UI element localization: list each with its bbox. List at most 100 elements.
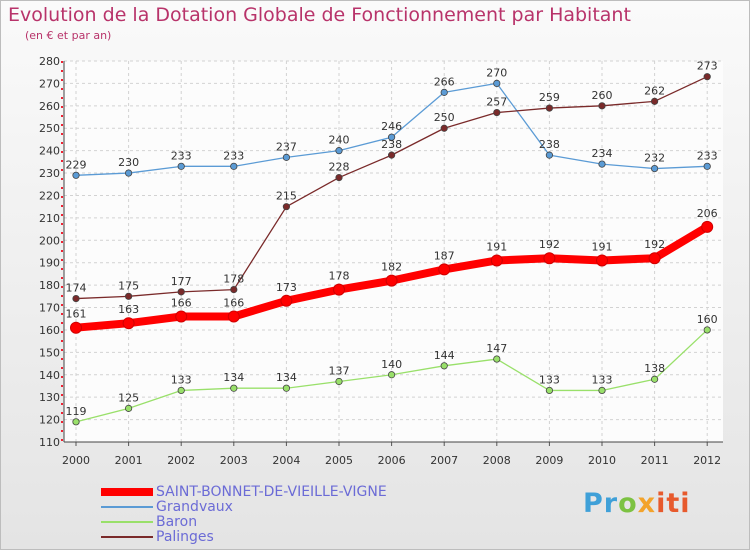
- data-label: 215: [276, 190, 297, 203]
- data-point: [125, 169, 133, 177]
- data-point: [230, 162, 238, 170]
- x-tick-label: 2000: [62, 454, 90, 467]
- legend-label: Grandvaux: [156, 499, 233, 515]
- data-point: [598, 386, 606, 395]
- data-label: 238: [539, 138, 560, 151]
- x-tick-label: 2006: [378, 454, 406, 467]
- data-point: [440, 88, 448, 96]
- y-tick-label: 260: [39, 100, 60, 113]
- y-tick-label: 270: [39, 77, 60, 90]
- chart-title: Evolution de la Dotation Globale de Fonc…: [8, 4, 631, 26]
- data-point: [438, 263, 451, 276]
- data-label: 191: [592, 240, 613, 253]
- data-point: [545, 151, 554, 159]
- data-point: [387, 151, 396, 159]
- data-label: 229: [66, 158, 87, 171]
- x-tick-label: 2008: [483, 454, 511, 467]
- data-label: 134: [276, 371, 297, 384]
- proxiti-logo: Proxiti: [583, 488, 691, 519]
- y-tick-label: 240: [39, 145, 60, 158]
- y-tick-label: 110: [39, 436, 60, 449]
- x-tick-label: 2009: [535, 454, 563, 467]
- data-point: [650, 375, 659, 383]
- data-label: 238: [381, 138, 402, 151]
- legend-swatch: [101, 521, 153, 523]
- legend-label: Palinges: [156, 529, 214, 545]
- data-point: [230, 285, 238, 294]
- data-label: 174: [66, 282, 87, 295]
- plot-area: [64, 61, 723, 442]
- data-label: 206: [697, 207, 718, 220]
- data-label: 233: [223, 149, 244, 162]
- data-point: [282, 203, 290, 211]
- x-tick-label: 2011: [641, 454, 669, 467]
- x-tick-label: 2003: [220, 454, 248, 467]
- data-label: 192: [644, 238, 665, 251]
- data-label: 166: [223, 296, 244, 309]
- data-point: [387, 371, 396, 379]
- data-point: [703, 73, 711, 81]
- y-tick-label: 280: [39, 55, 60, 68]
- y-tick-label: 230: [39, 167, 60, 180]
- data-label: 240: [329, 134, 350, 147]
- data-label: 147: [486, 342, 507, 355]
- data-label: 233: [171, 149, 192, 162]
- data-point: [125, 404, 133, 412]
- y-tick-label: 150: [39, 346, 60, 359]
- x-tick-label: 2007: [430, 454, 458, 467]
- y-tick-label: 130: [39, 391, 60, 404]
- y-tick-label: 120: [39, 414, 60, 427]
- data-label: 187: [434, 249, 455, 262]
- data-label: 266: [434, 75, 455, 88]
- data-point: [227, 310, 240, 323]
- data-point: [333, 283, 345, 296]
- data-label: 192: [539, 238, 560, 251]
- data-label: 166: [171, 296, 192, 309]
- data-point: [335, 173, 343, 182]
- legend-swatch: [101, 506, 153, 508]
- data-label: 161: [66, 308, 87, 321]
- data-label: 232: [644, 152, 665, 165]
- x-tick-label: 2005: [325, 454, 353, 467]
- data-point: [72, 418, 80, 426]
- x-tick-label: 2001: [115, 454, 143, 467]
- legend-label: SAINT-BONNET-DE-VIEILLE-VIGNE: [156, 484, 387, 500]
- data-label: 262: [644, 84, 665, 97]
- y-tick-label: 200: [39, 234, 60, 247]
- data-label: 119: [66, 405, 87, 418]
- data-point: [493, 79, 501, 88]
- data-point: [72, 294, 80, 303]
- y-tick-label: 210: [39, 212, 60, 225]
- data-point: [282, 384, 290, 392]
- data-point: [598, 160, 606, 168]
- chart-subtitle: (en € et par an): [25, 29, 112, 42]
- data-point: [596, 254, 608, 267]
- data-label: 144: [434, 349, 455, 362]
- data-point: [122, 317, 135, 330]
- data-point: [230, 384, 238, 392]
- data-label: 246: [381, 120, 402, 133]
- data-label: 137: [329, 364, 350, 377]
- data-point: [703, 162, 711, 170]
- data-point: [650, 97, 659, 105]
- data-label: 250: [434, 111, 455, 124]
- data-label: 177: [171, 275, 192, 288]
- data-point: [703, 326, 711, 334]
- data-point: [72, 171, 80, 179]
- data-point: [598, 102, 606, 110]
- data-label: 260: [592, 89, 613, 102]
- data-point: [385, 274, 398, 287]
- x-tick-label: 2002: [167, 454, 195, 467]
- data-label: 125: [118, 391, 139, 404]
- data-point: [177, 162, 185, 170]
- y-tick-label: 160: [39, 324, 60, 337]
- data-label: 257: [486, 96, 507, 109]
- data-point: [440, 362, 448, 370]
- data-label: 133: [592, 373, 613, 386]
- data-point: [493, 355, 501, 363]
- data-point: [440, 124, 448, 132]
- data-point: [490, 254, 503, 267]
- data-label: 270: [486, 66, 507, 79]
- data-label: 140: [381, 358, 402, 371]
